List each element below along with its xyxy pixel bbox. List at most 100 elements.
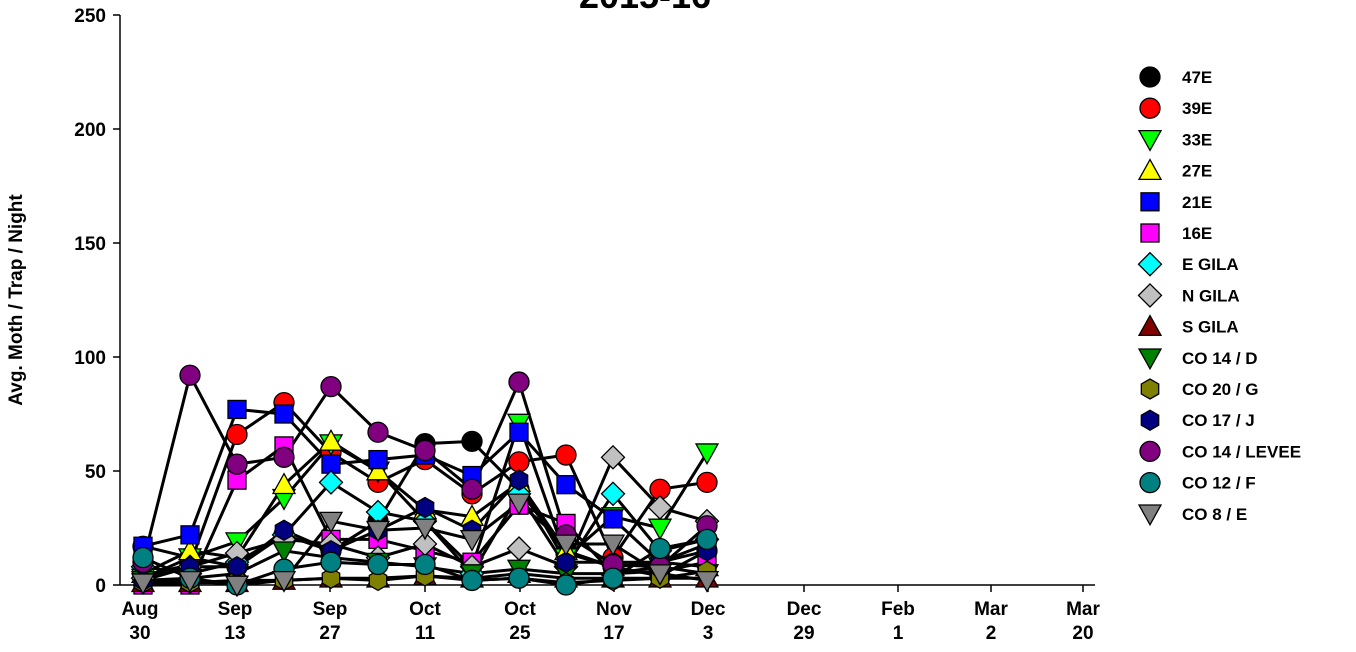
legend-label-n-gila: N GILA — [1182, 286, 1240, 305]
x-tick-label: Dec 3 — [691, 599, 726, 644]
legend-marker-39e — [1139, 97, 1161, 119]
x-tick-label: Sep 13 — [218, 599, 253, 644]
data-point-co-12-f — [696, 528, 718, 551]
data-point-21e — [368, 449, 388, 470]
y-tick-label: 100 — [74, 348, 106, 369]
data-point-co-8-e — [318, 511, 344, 534]
data-point-co-8-e — [459, 529, 485, 552]
legend-label-co-14-d: CO 14 / D — [1182, 349, 1258, 368]
data-point-co-8-e — [177, 570, 203, 593]
legend-label-co-8-e: CO 8 / E — [1182, 505, 1247, 524]
data-point-co-14-d — [271, 541, 297, 564]
data-point-33e — [694, 443, 720, 466]
legend-marker-co-14-d — [1137, 348, 1163, 371]
legend-label-16e: 16E — [1182, 224, 1212, 243]
data-point-co-12-f — [320, 551, 342, 573]
x-tick-label: Sep 27 — [313, 599, 348, 644]
data-point-co-14-levee — [226, 453, 248, 475]
data-point-21e — [509, 422, 529, 442]
y-tick-label: 50 — [85, 462, 106, 483]
data-point-co-14-levee — [461, 478, 483, 500]
data-point-21e — [556, 475, 576, 495]
data-point-co-8-e — [647, 564, 673, 586]
legend-marker-co-17-j — [1140, 409, 1160, 431]
data-point-co-17-j — [274, 519, 294, 542]
legend-marker-16e — [1140, 223, 1160, 243]
legend-label-s-gila: S GILA — [1182, 318, 1239, 337]
data-point-21e — [180, 525, 200, 545]
data-point-co-8-e — [130, 573, 156, 596]
x-tick-label: Nov 17 — [596, 599, 632, 644]
data-point-39e — [696, 471, 718, 494]
data-point-co-14-levee — [414, 439, 436, 462]
legend-marker-21e — [1140, 192, 1160, 212]
data-point-39e — [555, 444, 577, 466]
data-point-39e — [508, 451, 530, 473]
data-point-co-17-j — [415, 496, 435, 519]
data-point-co-8-e — [412, 518, 438, 541]
data-point-co-14-levee — [367, 421, 389, 443]
legend-label-co-20-g: CO 20 / G — [1182, 380, 1259, 399]
x-tick-label: Mar 20 — [1066, 599, 1100, 644]
data-point-co-17-j — [556, 551, 576, 573]
data-point-co-8-e — [506, 493, 532, 516]
legend-marker-27e — [1137, 158, 1163, 181]
data-point-co-14-levee — [273, 446, 295, 468]
y-axis-label: Avg. Moth / Trap / Night — [6, 194, 27, 406]
data-point-co-14-levee — [179, 364, 201, 386]
data-point-co-12-f — [649, 537, 671, 560]
data-point-co-12-f — [602, 567, 624, 589]
legend-label-co-14-levee: CO 14 / LEVEE — [1182, 442, 1301, 461]
data-point-e-gila — [318, 469, 344, 495]
data-point-n-gila — [506, 536, 532, 561]
y-tick-label: 200 — [74, 120, 106, 141]
x-tick-label: Oct 11 — [409, 599, 441, 644]
x-tick-label: Mar 2 — [974, 599, 1008, 644]
y-tick-label: 0 — [95, 576, 106, 597]
legend-marker-co-12-f — [1139, 471, 1161, 494]
legend-marker-n-gila — [1137, 282, 1163, 308]
legend-label-co-17-j: CO 17 / J — [1182, 411, 1255, 430]
chart-title: 2015-16 — [579, 0, 711, 16]
legend: 47E 39E 33E 27E 21E 16E E GILA N GILA S GILA CO 1… — [1137, 66, 1301, 527]
data-point-co-12-f — [367, 553, 389, 576]
data-point-33e — [647, 518, 673, 541]
data-point-co-8-e — [600, 534, 626, 557]
legend-label-27e: 27E — [1182, 162, 1212, 181]
x-tick-label: Aug 30 — [122, 599, 159, 644]
data-point-21e — [227, 399, 247, 420]
data-point-co-8-e — [365, 520, 391, 543]
data-point-co-12-f — [132, 546, 154, 569]
data-point-co-20-g — [321, 567, 341, 589]
legend-marker-e-gila — [1137, 251, 1163, 277]
data-point-n-gila — [647, 495, 673, 520]
legend-marker-33e — [1137, 129, 1163, 152]
data-point-co-12-f — [555, 574, 577, 596]
data-point-n-gila — [600, 444, 626, 470]
data-point-co-8-e — [553, 534, 579, 557]
x-tick-label: Dec 29 — [787, 599, 822, 644]
legend-marker-co-14-levee — [1139, 440, 1161, 463]
data-point-co-12-f — [508, 567, 530, 589]
data-point-27e — [318, 429, 344, 451]
data-point-co-17-j — [509, 469, 529, 491]
data-point-co-14-levee — [320, 375, 342, 398]
legend-marker-co-20-g — [1140, 378, 1160, 400]
legend-marker-s-gila — [1137, 314, 1163, 337]
data-point-39e — [226, 423, 248, 446]
x-tick-label: Feb 1 — [881, 599, 915, 644]
legend-label-e-gila: E GILA — [1182, 255, 1239, 274]
legend-label-39e: 39E — [1182, 99, 1212, 118]
data-point-co-12-f — [414, 553, 436, 576]
legend-marker-co-8-e — [1137, 504, 1163, 527]
data-point-co-17-j — [227, 556, 247, 578]
data-point-21e — [274, 404, 294, 424]
legend-marker-47e — [1139, 66, 1161, 88]
data-point-co-12-f — [461, 569, 483, 592]
data-point-co-8-e — [224, 575, 250, 598]
y-tick-label: 150 — [74, 234, 106, 255]
x-tick-label: Oct 25 — [504, 599, 536, 644]
data-point-27e — [365, 458, 391, 481]
legend-label-33e: 33E — [1182, 130, 1212, 149]
